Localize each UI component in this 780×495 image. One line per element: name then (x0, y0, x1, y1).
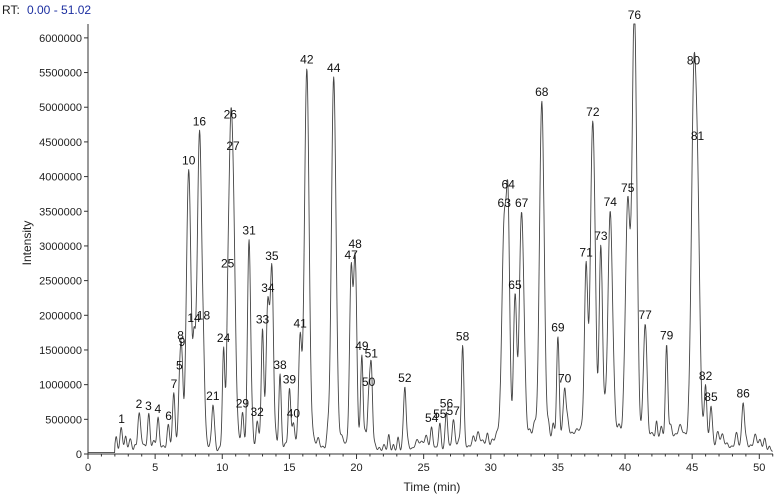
chromatogram-trace (87, 23, 773, 454)
y-tick-label: 2500000 (39, 276, 82, 288)
peak-label: 9 (179, 335, 186, 349)
peak-label: 77 (639, 308, 653, 322)
peak-label: 40 (287, 407, 301, 421)
rt-label: RT: (2, 3, 20, 17)
x-tick-label: 30 (485, 462, 497, 474)
peak-label: 38 (273, 358, 287, 372)
peak-label: 42 (300, 53, 314, 67)
y-tick-label: 1500000 (39, 345, 82, 357)
y-tick-label: 4000000 (39, 172, 82, 184)
peak-label: 25 (221, 257, 235, 271)
peak-label: 32 (250, 405, 264, 419)
peak-label: 41 (293, 317, 307, 331)
peak-label: 74 (604, 195, 618, 209)
peak-label: 56 (440, 396, 454, 410)
peak-label: 26 (224, 108, 238, 122)
x-tick-label: 0 (85, 462, 91, 474)
peak-label: 35 (265, 249, 279, 263)
x-axis-title: Time (min) (404, 480, 461, 494)
y-tick-label: 5500000 (39, 68, 82, 80)
peak-label: 5 (176, 359, 183, 373)
peak-label: 2 (136, 397, 143, 411)
peak-label: 86 (737, 387, 751, 401)
peak-label: 70 (558, 372, 572, 386)
peak-label: 51 (365, 346, 379, 360)
peak-label: 10 (182, 154, 196, 168)
y-tick-label: 4500000 (39, 137, 82, 149)
peak-label: 79 (660, 328, 674, 342)
y-tick-label: 3000000 (39, 241, 82, 253)
y-tick-label: 2000000 (39, 310, 82, 322)
peak-label: 64 (502, 177, 516, 191)
peak-label: 24 (217, 331, 231, 345)
peak-label: 6 (165, 409, 172, 423)
peak-label: 58 (456, 329, 470, 343)
peak-label: 14 (187, 311, 201, 325)
peak-label: 39 (283, 372, 297, 386)
peak-labels: 12 3 4567891014161821242526272931323334353… (118, 8, 750, 426)
x-tick-label: 50 (753, 462, 765, 474)
x-tick-label: 25 (418, 462, 430, 474)
peak-label: 81 (691, 129, 705, 143)
peak-label: 85 (704, 390, 718, 404)
x-tick-label: 5 (152, 462, 158, 474)
peak-label: 31 (242, 224, 256, 238)
y-ticks: 0 500000 1000000 1500000 2000000 2500000 30000… (39, 33, 88, 461)
peak-label: 29 (236, 396, 250, 410)
x-tick-label: 15 (283, 462, 295, 474)
peak-label: 65 (508, 278, 522, 292)
x-tick-label: 10 (216, 462, 228, 474)
peak-label: 48 (348, 237, 362, 251)
peak-label: 76 (628, 8, 642, 22)
peak-label: 82 (699, 369, 713, 383)
x-ticks: 0 5 10 15 20 25 30 35 40 45 50 (85, 454, 774, 474)
peak-label: 68 (535, 85, 549, 99)
peak-label: 18 (197, 308, 211, 322)
peak-label: 44 (327, 61, 341, 75)
peak-label: 3 (145, 399, 152, 413)
peak-label: 55 (433, 407, 447, 421)
peak-label: 80 (687, 54, 701, 68)
x-tick-label: 35 (552, 462, 564, 474)
peak-label: 34 (261, 281, 275, 295)
x-tick-label: 40 (619, 462, 631, 474)
y-axis-title: Intensity (20, 221, 34, 266)
peak-label: 54 (425, 411, 439, 425)
peak-label: 52 (398, 371, 412, 385)
peak-label: 7 (171, 377, 178, 391)
peak-label: 49 (355, 339, 369, 353)
rt-range-value: 0.00 - 51.02 (27, 3, 91, 17)
x-tick-label: 45 (686, 462, 698, 474)
y-tick-label: 3500000 (39, 206, 82, 218)
peak-label: 16 (193, 115, 207, 129)
peak-label: 50 (362, 375, 376, 389)
y-tick-label: 5000000 (39, 102, 82, 114)
peak-label: 71 (579, 246, 593, 260)
peak-label: 72 (586, 105, 600, 119)
y-tick-label: 500000 (45, 414, 82, 426)
peak-label: 57 (447, 404, 461, 418)
y-tick-label: 6000000 (39, 33, 82, 45)
peak-label: 4 (154, 402, 161, 416)
peak-label: 33 (256, 312, 270, 326)
peak-label: 69 (551, 320, 565, 334)
y-tick-label: 1000000 (39, 380, 82, 392)
x-tick-label: 20 (350, 462, 362, 474)
peak-label: 1 (118, 412, 125, 426)
peak-label: 75 (621, 181, 635, 195)
peak-label: 63 (498, 196, 512, 210)
peak-label: 67 (515, 196, 529, 210)
peak-label: 47 (344, 248, 358, 262)
y-tick-label: 0 (76, 449, 82, 461)
plot-area (87, 23, 773, 454)
peak-label: 27 (226, 139, 240, 153)
peak-label: 73 (594, 229, 608, 243)
peak-label: 21 (206, 389, 220, 403)
peak-label: 8 (177, 328, 184, 342)
